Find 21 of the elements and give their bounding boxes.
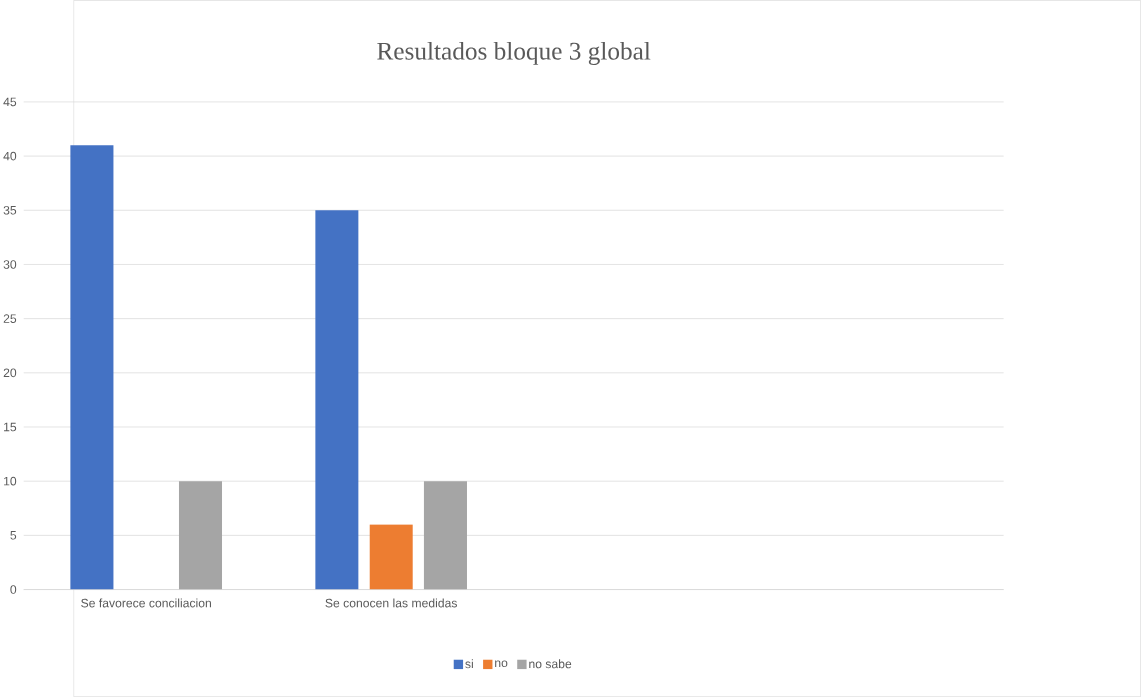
x-tick-label: Se conocen las medidas <box>325 598 457 608</box>
y-tick-label: 10 <box>4 476 17 486</box>
bar <box>423 481 467 590</box>
legend-label: si <box>465 659 473 669</box>
y-tick-label: 40 <box>3 151 17 161</box>
bar <box>315 210 359 590</box>
legend-label: no sabe <box>529 659 572 669</box>
legend-label: no <box>495 660 508 668</box>
y-tick-label: 45 <box>3 97 17 107</box>
y-tick-label: 5 <box>10 531 17 540</box>
y-tick-label: 15 <box>4 422 17 432</box>
bar <box>70 145 114 590</box>
bar <box>178 481 223 590</box>
bar <box>369 524 413 590</box>
y-tick-label: 30 <box>3 260 17 269</box>
y-tick-label: 25 <box>3 314 17 323</box>
y-tick-label: 0 <box>10 585 17 594</box>
chart-title: Resultados bloque 3 global <box>377 41 651 65</box>
x-tick-label: Se favorece conciliacion <box>81 598 211 608</box>
y-tick-label: 35 <box>3 205 17 215</box>
y-tick-label: 20 <box>3 368 17 378</box>
